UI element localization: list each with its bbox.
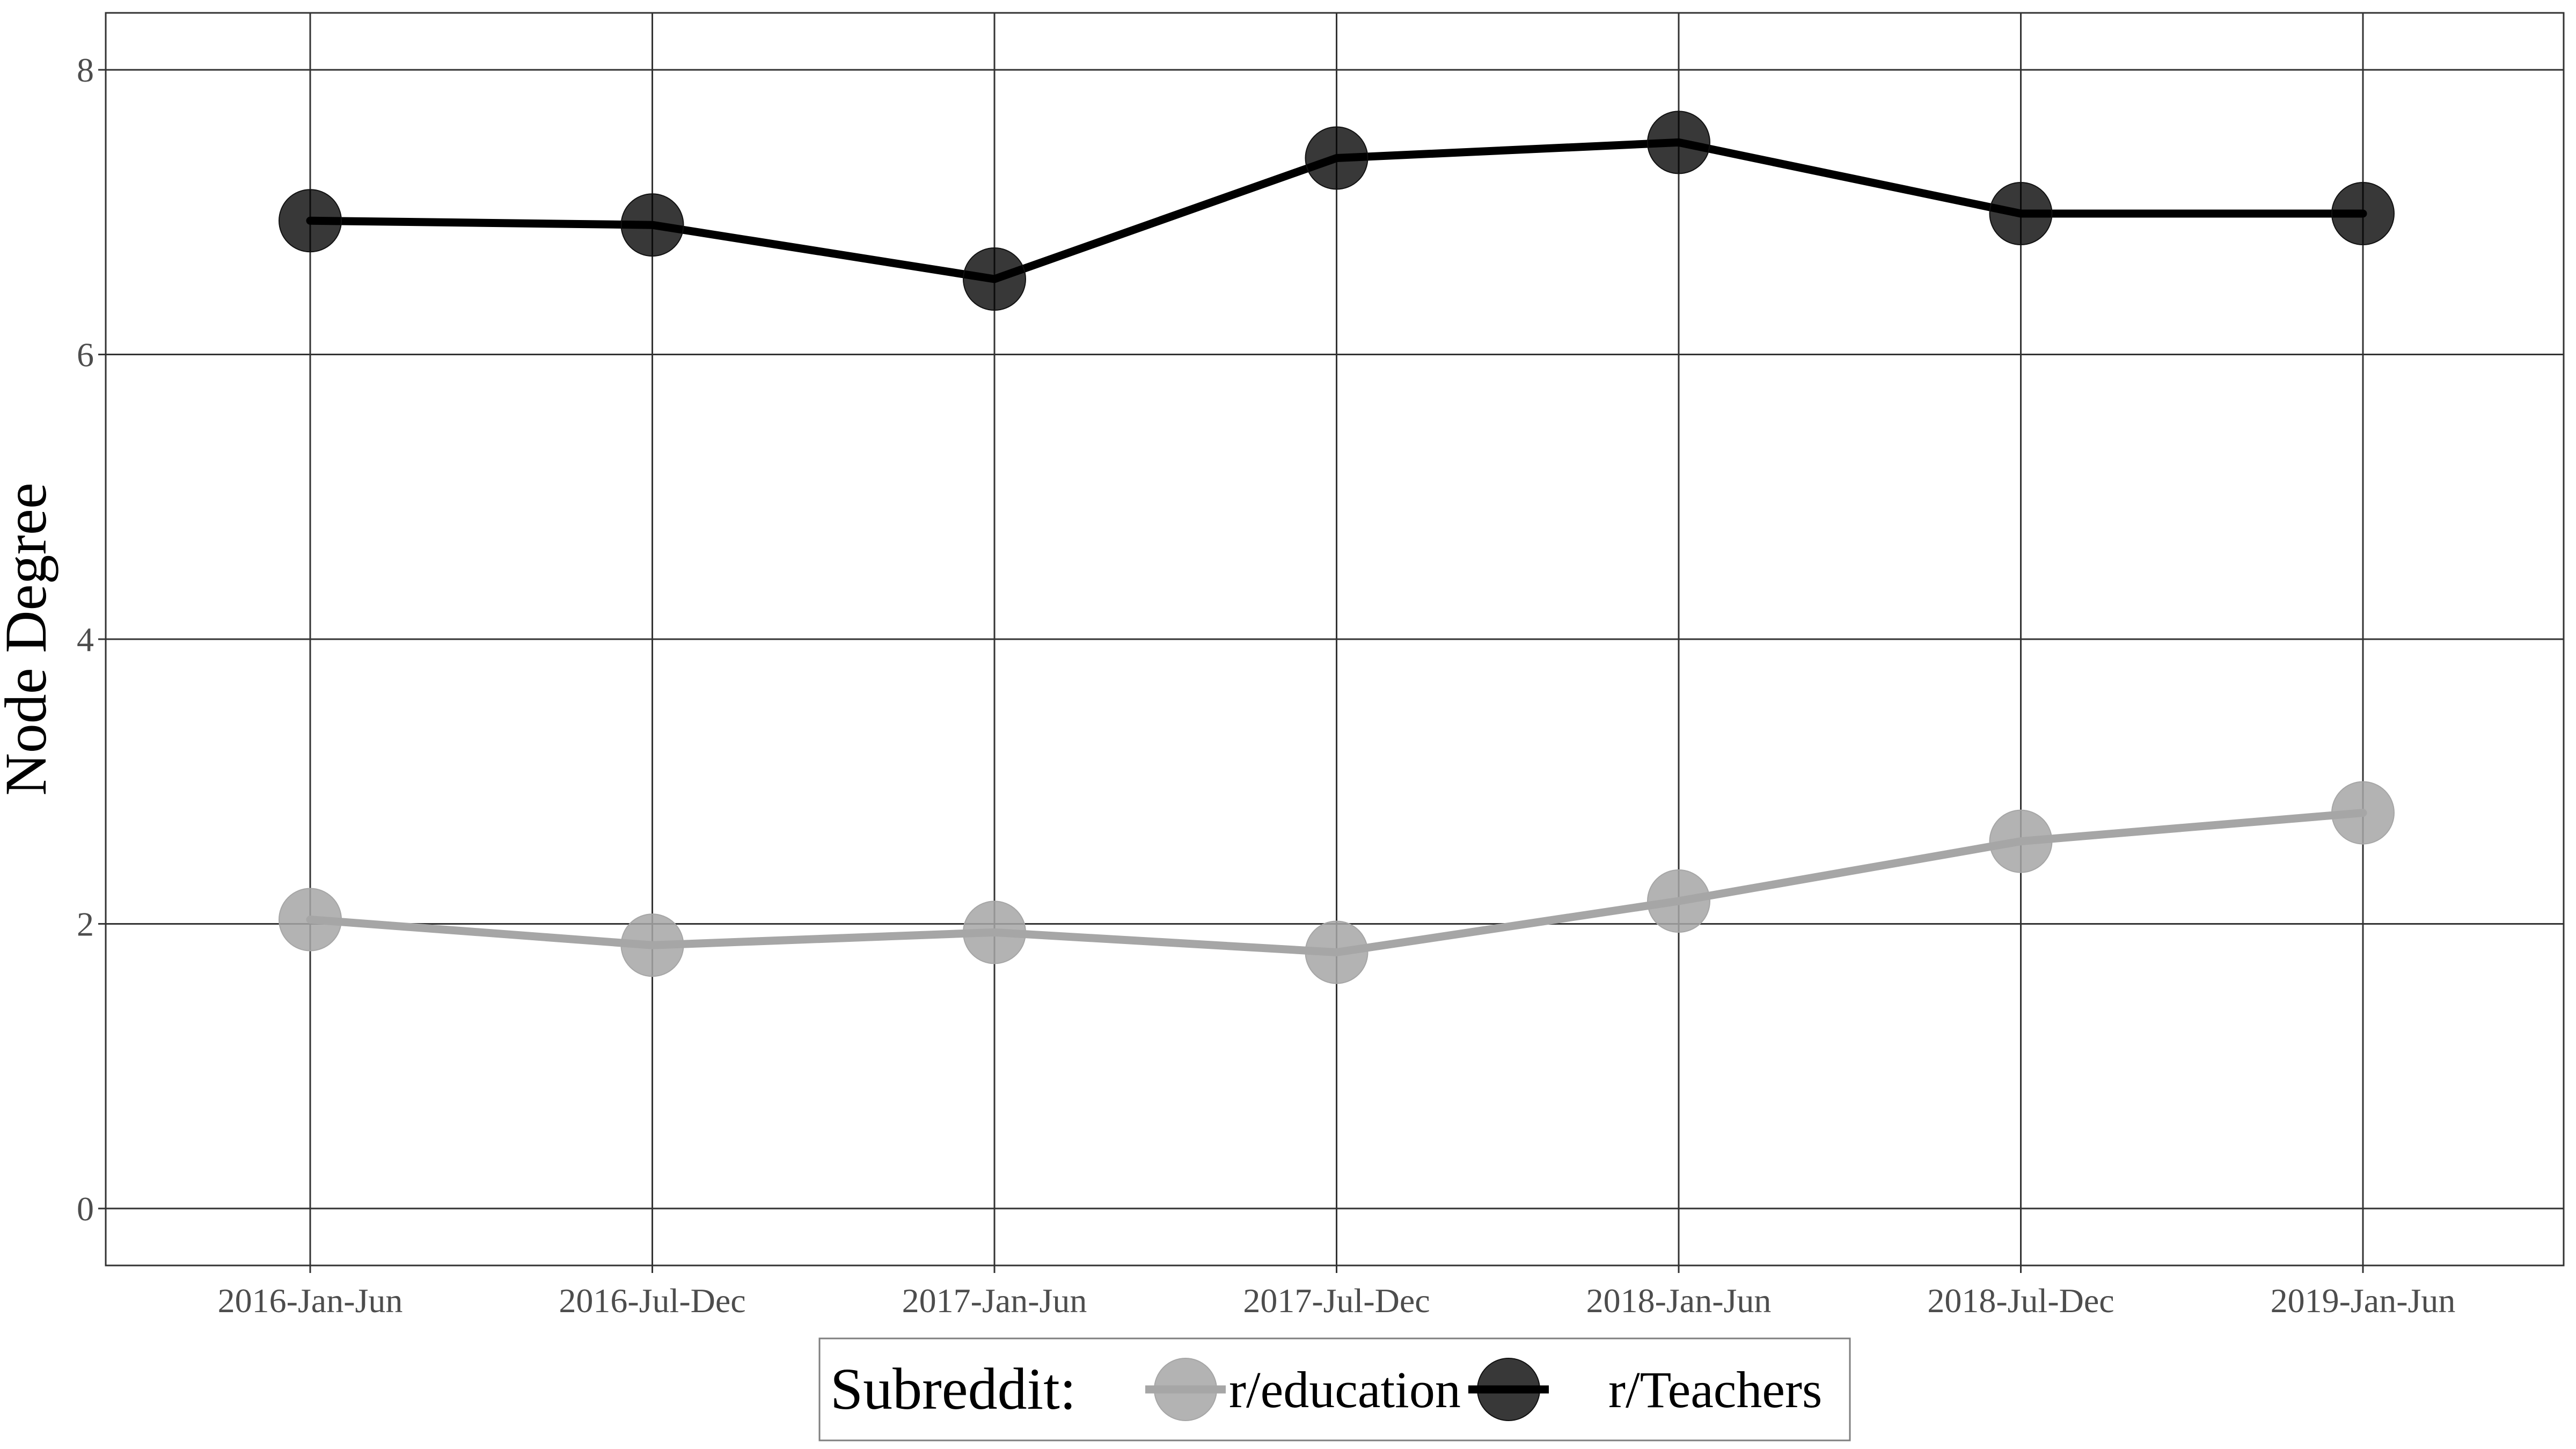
x-tick-label: 2017-Jul-Dec	[1243, 1282, 1430, 1320]
x-tick-label: 2018-Jan-Jun	[1586, 1282, 1772, 1320]
y-tick-label: 0	[77, 1190, 94, 1228]
y-axis-title: Node Degree	[0, 482, 58, 795]
legend-items: r/education r/Teachers	[1145, 1358, 1822, 1421]
x-axis-ticks: 2016-Jan-Jun 2016-Jul-Dec 2017-Jan-Jun 2017…	[218, 1265, 2456, 1320]
data-point	[1305, 920, 1368, 984]
data-point	[1989, 809, 2053, 873]
data-point	[2331, 181, 2395, 245]
horizontal-gridlines	[106, 69, 2564, 1210]
legend-item: r/Teachers	[1468, 1358, 1822, 1421]
x-tick-label: 2016-Jul-Dec	[559, 1282, 745, 1320]
data-point	[1989, 181, 2053, 245]
legend-label: r/Teachers	[1608, 1361, 1822, 1418]
legend-box	[818, 1337, 1851, 1441]
data-point	[279, 888, 342, 952]
x-tick-label: 2016-Jan-Jun	[218, 1282, 403, 1320]
y-tick-label: 8	[77, 51, 94, 89]
legend-title: Subreddit:	[830, 1356, 1076, 1422]
legend-item: r/education	[1145, 1358, 1461, 1421]
legend: Subreddit: r/education r/Teachers	[818, 1337, 1851, 1441]
y-axis-ticks: 0 2 4 6 8	[77, 51, 106, 1228]
x-tick-label: 2018-Jul-Dec	[1927, 1282, 2114, 1320]
y-tick-label: 4	[77, 620, 94, 658]
data-point	[620, 913, 684, 977]
y-tick-label: 2	[77, 905, 94, 943]
series-0	[279, 781, 2395, 984]
data-point	[2331, 781, 2395, 845]
y-tick-label: 6	[77, 336, 94, 374]
data-point	[279, 189, 342, 253]
data-point	[1305, 126, 1368, 190]
series-layer	[279, 111, 2395, 984]
series-1	[279, 111, 2395, 311]
data-point	[620, 193, 684, 257]
data-point	[1647, 111, 1710, 174]
x-tick-label: 2017-Jan-Jun	[902, 1282, 1087, 1320]
legend-label: r/education	[1229, 1361, 1461, 1418]
data-point	[963, 247, 1026, 311]
data-point	[963, 901, 1026, 964]
data-point	[1647, 869, 1710, 933]
x-tick-label: 2019-Jan-Jun	[2271, 1282, 2456, 1320]
